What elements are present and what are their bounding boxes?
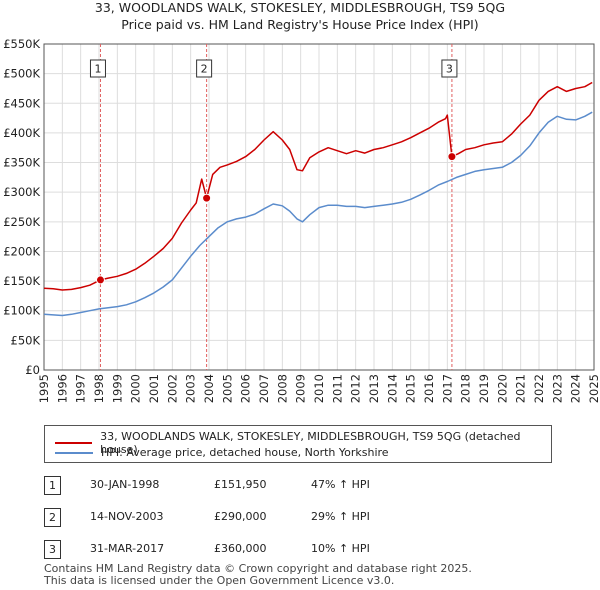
x-tick-label: 2024 bbox=[569, 374, 583, 403]
legend-swatch-hpi bbox=[55, 451, 93, 454]
y-tick-label: £450K bbox=[3, 96, 40, 110]
footer-licence: This data is licensed under the Open Gov… bbox=[44, 574, 395, 587]
sale-price: £360,000 bbox=[214, 542, 267, 555]
x-tick-label: 2013 bbox=[367, 374, 381, 403]
x-tick-label: 2025 bbox=[587, 374, 600, 403]
sale-marker-box bbox=[441, 59, 458, 78]
x-tick-label: 2020 bbox=[495, 374, 509, 403]
sale-number-badge: 2 bbox=[44, 508, 61, 527]
sale-hpi-change: 10% ↑ HPI bbox=[311, 542, 370, 555]
x-tick-label: 1996 bbox=[55, 374, 69, 403]
x-tick-label: 2004 bbox=[202, 374, 216, 403]
x-tick-label: 2009 bbox=[294, 374, 308, 403]
x-tick-label: 2012 bbox=[349, 374, 363, 403]
x-tick-label: 2021 bbox=[514, 374, 528, 403]
sale-row: 1 30-JAN-1998 £151,950 47% ↑ HPI bbox=[0, 476, 600, 496]
chart-title-line2: Price paid vs. HM Land Registry's House … bbox=[121, 17, 479, 32]
sale-price: £290,000 bbox=[214, 510, 267, 523]
x-tick-label: 2011 bbox=[330, 374, 344, 403]
sale-number-badge: 1 bbox=[44, 476, 61, 495]
sale-date: 31-MAR-2017 bbox=[90, 542, 165, 555]
x-tick-label: 2005 bbox=[220, 374, 234, 403]
sale-date: 14-NOV-2003 bbox=[90, 510, 164, 523]
sale-hpi-change: 29% ↑ HPI bbox=[311, 510, 370, 523]
x-tick-label: 1998 bbox=[92, 374, 106, 403]
footer-copyright: Contains HM Land Registry data © Crown c… bbox=[44, 562, 472, 575]
x-tick-label: 2016 bbox=[422, 374, 436, 403]
x-tick-label: 1995 bbox=[37, 374, 51, 403]
sale-row: 3 31-MAR-2017 £360,000 10% ↑ HPI bbox=[0, 540, 600, 560]
sale-hpi-change: 47% ↑ HPI bbox=[311, 478, 370, 491]
x-tick-label: 2019 bbox=[477, 374, 491, 403]
x-tick-label: 2006 bbox=[239, 374, 253, 403]
property-price-line bbox=[43, 81, 593, 291]
x-tick-label: 1999 bbox=[110, 374, 124, 403]
legend-item-hpi: HPI: Average price, detached house, Nort… bbox=[55, 446, 389, 459]
y-tick-label: £50K bbox=[11, 333, 41, 347]
sale-marker-label: 1 bbox=[94, 63, 101, 76]
y-tick-label: £150K bbox=[3, 274, 40, 288]
x-tick-label: 2000 bbox=[129, 374, 143, 403]
y-tick-label: £100K bbox=[3, 304, 40, 318]
y-tick-label: £250K bbox=[3, 215, 40, 229]
x-tick-label: 2015 bbox=[404, 374, 418, 403]
x-tick-label: 2008 bbox=[275, 374, 289, 403]
y-tick-label: £350K bbox=[3, 156, 40, 170]
x-tick-label: 2018 bbox=[459, 374, 473, 403]
sale-number-badge: 3 bbox=[44, 540, 61, 559]
sale-price: £151,950 bbox=[214, 478, 267, 491]
x-tick-label: 2002 bbox=[165, 374, 179, 403]
y-tick-label: £500K bbox=[3, 67, 40, 81]
plot-border bbox=[43, 43, 595, 371]
x-tick-label: 2010 bbox=[312, 374, 326, 403]
x-tick-label: 1997 bbox=[74, 374, 88, 403]
x-tick-label: 2017 bbox=[440, 374, 454, 403]
x-tick-label: 2007 bbox=[257, 374, 271, 403]
sale-marker-box bbox=[196, 59, 213, 78]
sale-point bbox=[447, 152, 457, 162]
y-tick-label: £200K bbox=[3, 244, 40, 258]
chart-legend: 33, WOODLANDS WALK, STOKESLEY, MIDDLESBR… bbox=[44, 425, 552, 463]
x-tick-label: 2014 bbox=[385, 374, 399, 403]
sale-marker-label: 2 bbox=[201, 63, 208, 76]
x-tick-label: 2001 bbox=[147, 374, 161, 403]
legend-swatch-property bbox=[55, 442, 93, 444]
x-tick-label: 2022 bbox=[532, 374, 546, 403]
x-tick-label: 2023 bbox=[550, 374, 564, 403]
legend-label-property: 33, WOODLANDS WALK, STOKESLEY, MIDDLESBR… bbox=[100, 430, 521, 456]
sale-point bbox=[202, 193, 212, 203]
sale-row: 2 14-NOV-2003 £290,000 29% ↑ HPI bbox=[0, 508, 600, 528]
legend-label-hpi: HPI: Average price, detached house, Nort… bbox=[101, 446, 389, 459]
price-chart: £0 £50K £100K £150K £200K £250K £300K £350K £400… bbox=[3, 37, 600, 403]
sale-date: 30-JAN-1998 bbox=[90, 478, 160, 491]
sale-point bbox=[95, 275, 105, 285]
sale-marker-box bbox=[89, 59, 106, 78]
y-tick-label: £300K bbox=[3, 185, 40, 199]
hpi-line bbox=[43, 111, 593, 317]
y-tick-label: £400K bbox=[3, 126, 40, 140]
x-tick-label: 2003 bbox=[184, 374, 198, 403]
legend-item-property: 33, WOODLANDS WALK, STOKESLEY, MIDDLESBR… bbox=[55, 430, 551, 456]
chart-title-line1: 33, WOODLANDS WALK, STOKESLEY, MIDDLESBR… bbox=[94, 0, 506, 15]
y-tick-label: £550K bbox=[3, 37, 40, 51]
sale-marker-label: 3 bbox=[446, 63, 453, 76]
y-tick-label: £0 bbox=[25, 363, 40, 377]
